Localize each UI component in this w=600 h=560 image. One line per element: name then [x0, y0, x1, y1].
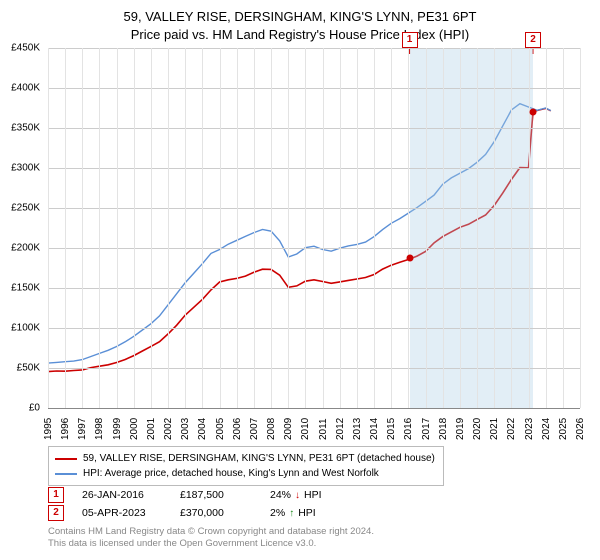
x-axis-label: 1996	[60, 418, 71, 440]
x-axis-label: 1995	[43, 418, 54, 440]
x-axis-label: 2009	[283, 418, 294, 440]
y-axis-label: £400K	[0, 83, 40, 94]
y-axis-label: £450K	[0, 43, 40, 54]
x-axis-label: 1997	[77, 418, 88, 440]
x-axis-label: 1998	[94, 418, 105, 440]
legend-label: 59, VALLEY RISE, DERSINGHAM, KING'S LYNN…	[83, 451, 435, 466]
marker-box: 1	[402, 32, 418, 48]
annotation-marker: 2	[48, 505, 64, 521]
annotation-delta: 24% ↓ HPI	[270, 489, 342, 501]
arrow-down-icon: ↓	[295, 490, 300, 501]
y-axis-label: £100K	[0, 323, 40, 334]
y-axis-label: £300K	[0, 163, 40, 174]
credits-line: Contains HM Land Registry data © Crown c…	[48, 526, 374, 538]
legend-label: HPI: Average price, detached house, King…	[83, 466, 379, 481]
data-point-dot	[406, 255, 413, 262]
title-line1: 59, VALLEY RISE, DERSINGHAM, KING'S LYNN…	[0, 8, 600, 26]
annotation-price: £370,000	[180, 507, 252, 519]
legend-entry: HPI: Average price, detached house, King…	[55, 466, 435, 481]
data-point-dot	[529, 109, 536, 116]
x-axis-label: 2018	[438, 418, 449, 440]
x-axis-label: 2017	[421, 418, 432, 440]
y-axis-label: £50K	[0, 363, 40, 374]
legend-swatch	[55, 458, 77, 460]
credits: Contains HM Land Registry data © Crown c…	[48, 526, 374, 551]
x-axis-label: 2012	[335, 418, 346, 440]
x-axis-label: 2021	[489, 418, 500, 440]
x-axis-label: 2001	[146, 418, 157, 440]
legend-entry: 59, VALLEY RISE, DERSINGHAM, KING'S LYNN…	[55, 451, 435, 466]
x-axis-label: 2010	[300, 418, 311, 440]
y-axis-label: £200K	[0, 243, 40, 254]
credits-line: This data is licensed under the Open Gov…	[48, 538, 374, 550]
x-axis-label: 2004	[197, 418, 208, 440]
x-axis-label: 2026	[575, 418, 586, 440]
annotation-date: 26-JAN-2016	[82, 489, 162, 501]
x-axis-label: 2003	[180, 418, 191, 440]
annotation-row: 1 26-JAN-2016 £187,500 24% ↓ HPI	[48, 486, 342, 504]
x-axis-label: 2011	[318, 418, 329, 440]
y-axis-label: £150K	[0, 283, 40, 294]
y-axis-label: £0	[0, 403, 40, 414]
plot-area: £0£50K£100K£150K£200K£250K£300K£350K£400…	[48, 48, 580, 408]
x-axis-label: 2013	[352, 418, 363, 440]
x-axis-label: 2024	[541, 418, 552, 440]
annotation-row: 2 05-APR-2023 £370,000 2% ↑ HPI	[48, 504, 342, 522]
x-axis-label: 2025	[558, 418, 569, 440]
legend-swatch	[55, 473, 77, 475]
x-axis-label: 2007	[249, 418, 260, 440]
x-axis-label: 2005	[215, 418, 226, 440]
x-axis-label: 1999	[112, 418, 123, 440]
x-axis-label: 2020	[472, 418, 483, 440]
x-axis-label: 2002	[163, 418, 174, 440]
x-axis-label: 2014	[369, 418, 380, 440]
line-chart: £0£50K£100K£150K£200K£250K£300K£350K£400…	[48, 48, 580, 408]
arrow-up-icon: ↑	[289, 508, 294, 519]
y-axis-label: £350K	[0, 123, 40, 134]
x-axis-label: 2023	[524, 418, 535, 440]
x-axis-label: 2000	[129, 418, 140, 440]
x-axis-label: 2015	[386, 418, 397, 440]
legend: 59, VALLEY RISE, DERSINGHAM, KING'S LYNN…	[48, 446, 444, 486]
y-axis-label: £250K	[0, 203, 40, 214]
annotation-date: 05-APR-2023	[82, 507, 162, 519]
x-axis-label: 2022	[506, 418, 517, 440]
title-line2: Price paid vs. HM Land Registry's House …	[0, 26, 600, 44]
annotation-table: 1 26-JAN-2016 £187,500 24% ↓ HPI 2 05-AP…	[48, 486, 342, 522]
x-axis-label: 2016	[403, 418, 414, 440]
annotation-marker: 1	[48, 487, 64, 503]
annotation-delta: 2% ↑ HPI	[270, 507, 342, 519]
x-axis-label: 2008	[266, 418, 277, 440]
annotation-price: £187,500	[180, 489, 252, 501]
marker-box: 2	[525, 32, 541, 48]
x-axis-label: 2019	[455, 418, 466, 440]
chart-title: 59, VALLEY RISE, DERSINGHAM, KING'S LYNN…	[0, 0, 600, 43]
x-axis-label: 2006	[232, 418, 243, 440]
